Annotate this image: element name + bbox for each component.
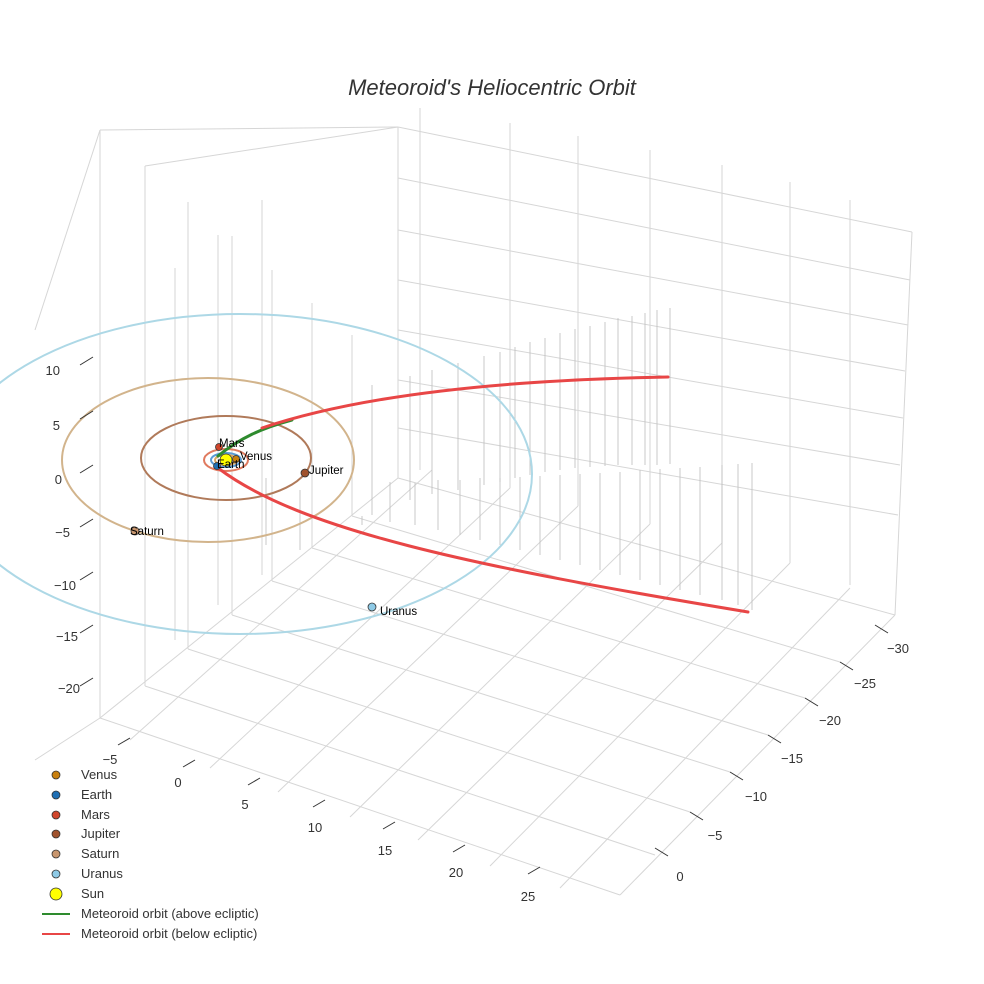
meteoroid-path-below-upper — [260, 375, 670, 430]
legend-label-uranus: Uranus — [81, 866, 123, 881]
legend: Venus Earth Mars Jupiter Saturn Uranus S… — [42, 767, 259, 941]
label-venus: Venus — [240, 451, 272, 463]
legend-item-earth[interactable]: Earth — [51, 787, 112, 802]
legend-label-earth: Earth — [81, 787, 112, 802]
z-axis: 10 5 0 −5 −10 −15 −20 — [46, 356, 94, 696]
x-tick-label: 15 — [378, 843, 392, 858]
legend-item-venus[interactable]: Venus — [51, 767, 118, 782]
planet-mars — [215, 443, 223, 451]
legend-label-mars: Mars — [81, 807, 110, 822]
z-tick-label: 10 — [46, 363, 60, 378]
legend-item-meteoroid-above[interactable]: Meteoroid orbit (above ecliptic) — [42, 906, 259, 921]
x-tick-label: 5 — [241, 797, 248, 812]
z-tick-label: −20 — [58, 681, 80, 696]
label-jupiter: Jupiter — [309, 465, 344, 477]
chart-title: Meteoroid's Heliocentric Orbit — [348, 75, 637, 100]
x-axis: −5 0 5 10 15 20 25 — [103, 737, 541, 904]
planet-earth — [213, 462, 221, 470]
legend-item-uranus[interactable]: Uranus — [51, 866, 123, 881]
z-tick-label: −5 — [55, 525, 70, 540]
legend-label-jupiter: Jupiter — [81, 826, 121, 841]
orbit-earth — [210, 452, 242, 468]
y-tick-label: 0 — [676, 869, 683, 884]
meteoroid-orbit — [216, 375, 750, 614]
z-tick-label: 0 — [55, 472, 62, 487]
legend-marker-venus — [51, 770, 61, 780]
y-tick-label: −20 — [819, 713, 841, 728]
z-tick-label: −10 — [54, 578, 76, 593]
legend-marker-uranus — [51, 869, 61, 879]
legend-label-meteoroid-below: Meteoroid orbit (below ecliptic) — [81, 926, 257, 941]
y-axis: 0 −5 −10 −15 −20 −25 −30 — [654, 624, 909, 884]
planet-venus — [232, 455, 240, 463]
legend-label-saturn: Saturn — [81, 846, 119, 861]
legend-item-mars[interactable]: Mars — [51, 807, 110, 822]
y-tick-label: −25 — [854, 676, 876, 691]
x-tick-label: −5 — [103, 752, 118, 767]
x-tick-label: 0 — [174, 775, 181, 790]
label-saturn: Saturn — [130, 526, 164, 538]
planet-labels: Uranus Saturn Jupiter Mars Earth Venus — [130, 438, 417, 618]
x-tick-label: 20 — [449, 865, 463, 880]
legend-item-sun[interactable]: Sun — [49, 886, 104, 901]
y-tick-label: −30 — [887, 641, 909, 656]
legend-marker-sun — [49, 887, 63, 901]
legend-item-meteoroid-below[interactable]: Meteoroid orbit (below ecliptic) — [42, 926, 257, 941]
label-uranus: Uranus — [380, 606, 417, 618]
legend-label-sun: Sun — [81, 886, 104, 901]
orbit-uranus — [0, 313, 533, 635]
y-tick-label: −5 — [708, 828, 723, 843]
legend-label-venus: Venus — [81, 767, 118, 782]
drop-lines — [265, 308, 753, 610]
meteoroid-path-below-lower — [216, 466, 750, 614]
legend-marker-mars — [51, 810, 61, 820]
planet-saturn — [130, 526, 140, 536]
planet-orbits — [0, 313, 533, 635]
x-tick-label: 10 — [308, 820, 322, 835]
label-earth: Earth — [217, 459, 245, 471]
x-tick-label: 25 — [521, 889, 535, 904]
z-tick-label: −15 — [56, 629, 78, 644]
legend-item-saturn[interactable]: Saturn — [51, 846, 119, 861]
planet-jupiter — [300, 468, 310, 478]
z-tick-label: 5 — [53, 418, 60, 433]
sun-marker — [219, 453, 233, 467]
y-tick-label: −15 — [781, 751, 803, 766]
legend-label-meteoroid-above: Meteoroid orbit (above ecliptic) — [81, 906, 259, 921]
orbit-jupiter — [140, 415, 312, 501]
legend-item-jupiter[interactable]: Jupiter — [51, 826, 121, 841]
legend-marker-saturn — [51, 849, 61, 859]
y-tick-label: −10 — [745, 789, 767, 804]
planet-uranus — [367, 602, 377, 612]
legend-marker-jupiter — [51, 829, 61, 839]
legend-marker-earth — [51, 790, 61, 800]
label-mars: Mars — [219, 438, 245, 450]
grid-lines — [34, 108, 913, 896]
orbit-saturn — [61, 377, 355, 543]
planets — [130, 443, 377, 612]
